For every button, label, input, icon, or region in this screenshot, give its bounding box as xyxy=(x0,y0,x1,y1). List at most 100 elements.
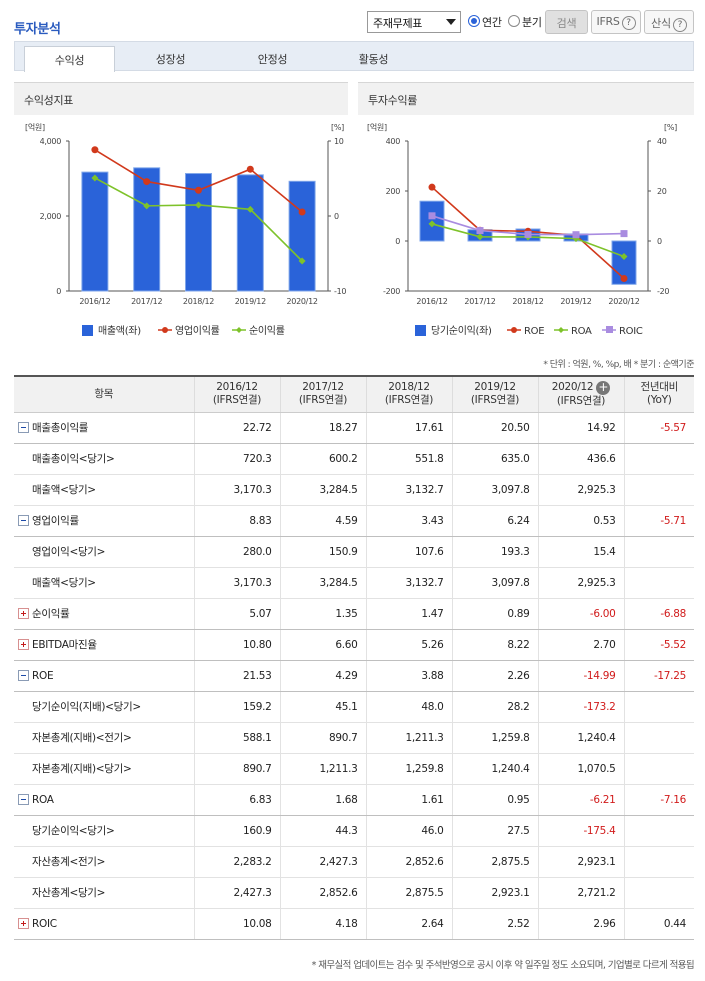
chart-title: 투자수익률 xyxy=(358,83,694,115)
value-cell: 14.92 xyxy=(537,412,624,444)
y2-tick: 20 xyxy=(657,187,667,196)
cell-value: 2,925.3 xyxy=(577,483,616,496)
row-label-cell: EBITDA마진율 xyxy=(14,629,194,661)
value-cell: 2,852.6 xyxy=(365,846,452,878)
value-cell: 2.96 xyxy=(537,908,624,940)
value-cell xyxy=(623,536,694,568)
tab-growth[interactable]: 성장성 xyxy=(155,53,186,66)
value-cell: 635.0 xyxy=(451,443,538,475)
tab-profitability[interactable]: 수익성 xyxy=(24,46,115,72)
table-row: 매출총이익<당기> 720.3 600.2 551.8 635.0 436.6 xyxy=(14,443,694,475)
value-cell: 10.08 xyxy=(193,908,280,940)
value-cell: 6.60 xyxy=(279,629,366,661)
value-cell xyxy=(623,722,694,754)
header-label: 2017/12 xyxy=(302,381,344,394)
y-tick: 400 xyxy=(386,137,401,146)
cell-value: 1,070.5 xyxy=(577,762,616,775)
data-point xyxy=(246,165,254,173)
header-sublabel: (YoY) xyxy=(646,394,672,407)
collapse-icon[interactable] xyxy=(18,793,29,805)
row-label-cell: ROIC xyxy=(14,908,194,940)
ifrs-help-button[interactable]: IFRS? xyxy=(591,10,641,34)
y2-tick: -20 xyxy=(657,287,669,296)
expand-icon[interactable] xyxy=(18,608,29,619)
cell-value: 159.2 xyxy=(242,700,272,713)
legend-marker xyxy=(236,327,242,333)
cell-value: -175.4 xyxy=(583,824,616,837)
value-cell: 22.72 xyxy=(193,412,280,444)
cell-value: 6.24 xyxy=(507,514,530,527)
cell-value: 8.22 xyxy=(507,638,530,651)
expand-icon[interactable] xyxy=(18,917,29,929)
x-tick-label: 2019/12 xyxy=(560,297,591,306)
value-cell: 2,721.2 xyxy=(537,877,624,909)
formula-help-button[interactable]: 산식? xyxy=(644,10,694,34)
data-point xyxy=(246,205,254,213)
value-cell: 17.61 xyxy=(365,412,452,444)
table-row: 자본총계(지배)<당기> 890.7 1,211.3 1,259.8 1,240.4 1,… xyxy=(14,753,694,785)
radio-quarter[interactable] xyxy=(508,15,520,27)
cell-value: 2,923.1 xyxy=(491,886,530,899)
cell-value: 2,427.3 xyxy=(233,886,272,899)
value-cell xyxy=(623,443,694,475)
header-sublabel: (IFRS연결) xyxy=(470,394,520,407)
cell-value: 2,925.3 xyxy=(577,576,616,589)
value-cell: 890.7 xyxy=(279,722,366,754)
value-cell: 2.52 xyxy=(451,908,538,940)
value-cell: 10.80 xyxy=(193,629,280,661)
cell-value: 0.95 xyxy=(507,793,530,806)
chart-profitability-panel: 수익성지표 [억원] [%] 4,000 2,000 0 10 0 -10 매출… xyxy=(14,82,348,340)
row-label: EBITDA마진율 xyxy=(32,639,97,651)
cell-value: -5.71 xyxy=(660,514,686,527)
row-label-cell: 당기순이익(지배)<당기> xyxy=(14,691,194,723)
value-cell: 150.9 xyxy=(279,536,366,568)
cell-value: 10.08 xyxy=(242,917,272,930)
radio-annual[interactable] xyxy=(468,15,480,27)
y2-tick: 0 xyxy=(334,212,339,221)
value-cell: 1.47 xyxy=(365,598,452,630)
cell-value: 890.7 xyxy=(328,731,358,744)
statement-select-value: 주재무제표 xyxy=(373,17,423,30)
cell-value: -17.25 xyxy=(653,669,686,682)
row-label: 자본총계(지배)<당기> xyxy=(32,763,132,775)
footnote: * 재무실적 업데이트는 검수 및 주석반영으로 공시 이후 약 일주일 정도 … xyxy=(311,960,695,971)
table-row: EBITDA마진율 10.80 6.60 5.26 8.22 2.70 -5.52 xyxy=(14,629,694,661)
value-cell: 3,097.8 xyxy=(451,567,538,599)
expand-icon[interactable] xyxy=(18,639,29,650)
value-cell: 20.50 xyxy=(451,412,538,444)
statement-select[interactable]: 주재무제표 xyxy=(367,11,461,33)
legend-marker xyxy=(558,327,564,333)
table-row: ROE 21.53 4.29 3.88 2.26 -14.99 -17.25 xyxy=(14,660,694,692)
value-cell: 44.3 xyxy=(279,815,366,847)
add-column-icon[interactable]: + xyxy=(596,380,611,395)
x-tick-label: 2016/12 xyxy=(416,297,447,306)
search-button[interactable]: 검색 xyxy=(545,10,588,34)
value-cell: 280.0 xyxy=(193,536,280,568)
cell-value: 3,132.7 xyxy=(405,483,444,496)
tab-activity[interactable]: 활동성 xyxy=(358,53,389,66)
value-cell: 600.2 xyxy=(279,443,366,475)
value-cell xyxy=(623,567,694,599)
legend-label: ROA xyxy=(571,326,592,337)
value-cell: 3,132.7 xyxy=(365,474,452,506)
tab-stability[interactable]: 안정성 xyxy=(257,53,288,66)
value-cell: 46.0 xyxy=(365,815,452,847)
value-cell: 0.53 xyxy=(537,505,624,537)
row-label-cell: 자산총계<전기> xyxy=(14,846,194,878)
column-header: 2017/12 (IFRS연결) xyxy=(279,376,366,413)
cell-value: 3,097.8 xyxy=(491,483,530,496)
collapse-icon[interactable] xyxy=(18,669,29,681)
bar xyxy=(81,171,109,292)
cell-value: 18.27 xyxy=(328,421,358,434)
row-label-cell: 영업이익<당기> xyxy=(14,536,194,568)
collapse-icon[interactable] xyxy=(18,422,29,433)
row-label: 매출액<당기> xyxy=(32,577,96,589)
cell-value: 890.7 xyxy=(242,762,272,775)
table-body: 매출총이익률 22.72 18.27 17.61 20.50 14.92 -5.57 매출총이… xyxy=(14,412,694,940)
cell-value: 0.89 xyxy=(507,607,530,620)
value-cell: 436.6 xyxy=(537,443,624,475)
cell-value: 551.8 xyxy=(414,452,444,465)
value-cell: 21.53 xyxy=(193,660,280,692)
collapse-icon[interactable] xyxy=(18,515,29,526)
row-label: 당기순이익(지배)<당기> xyxy=(32,701,141,713)
